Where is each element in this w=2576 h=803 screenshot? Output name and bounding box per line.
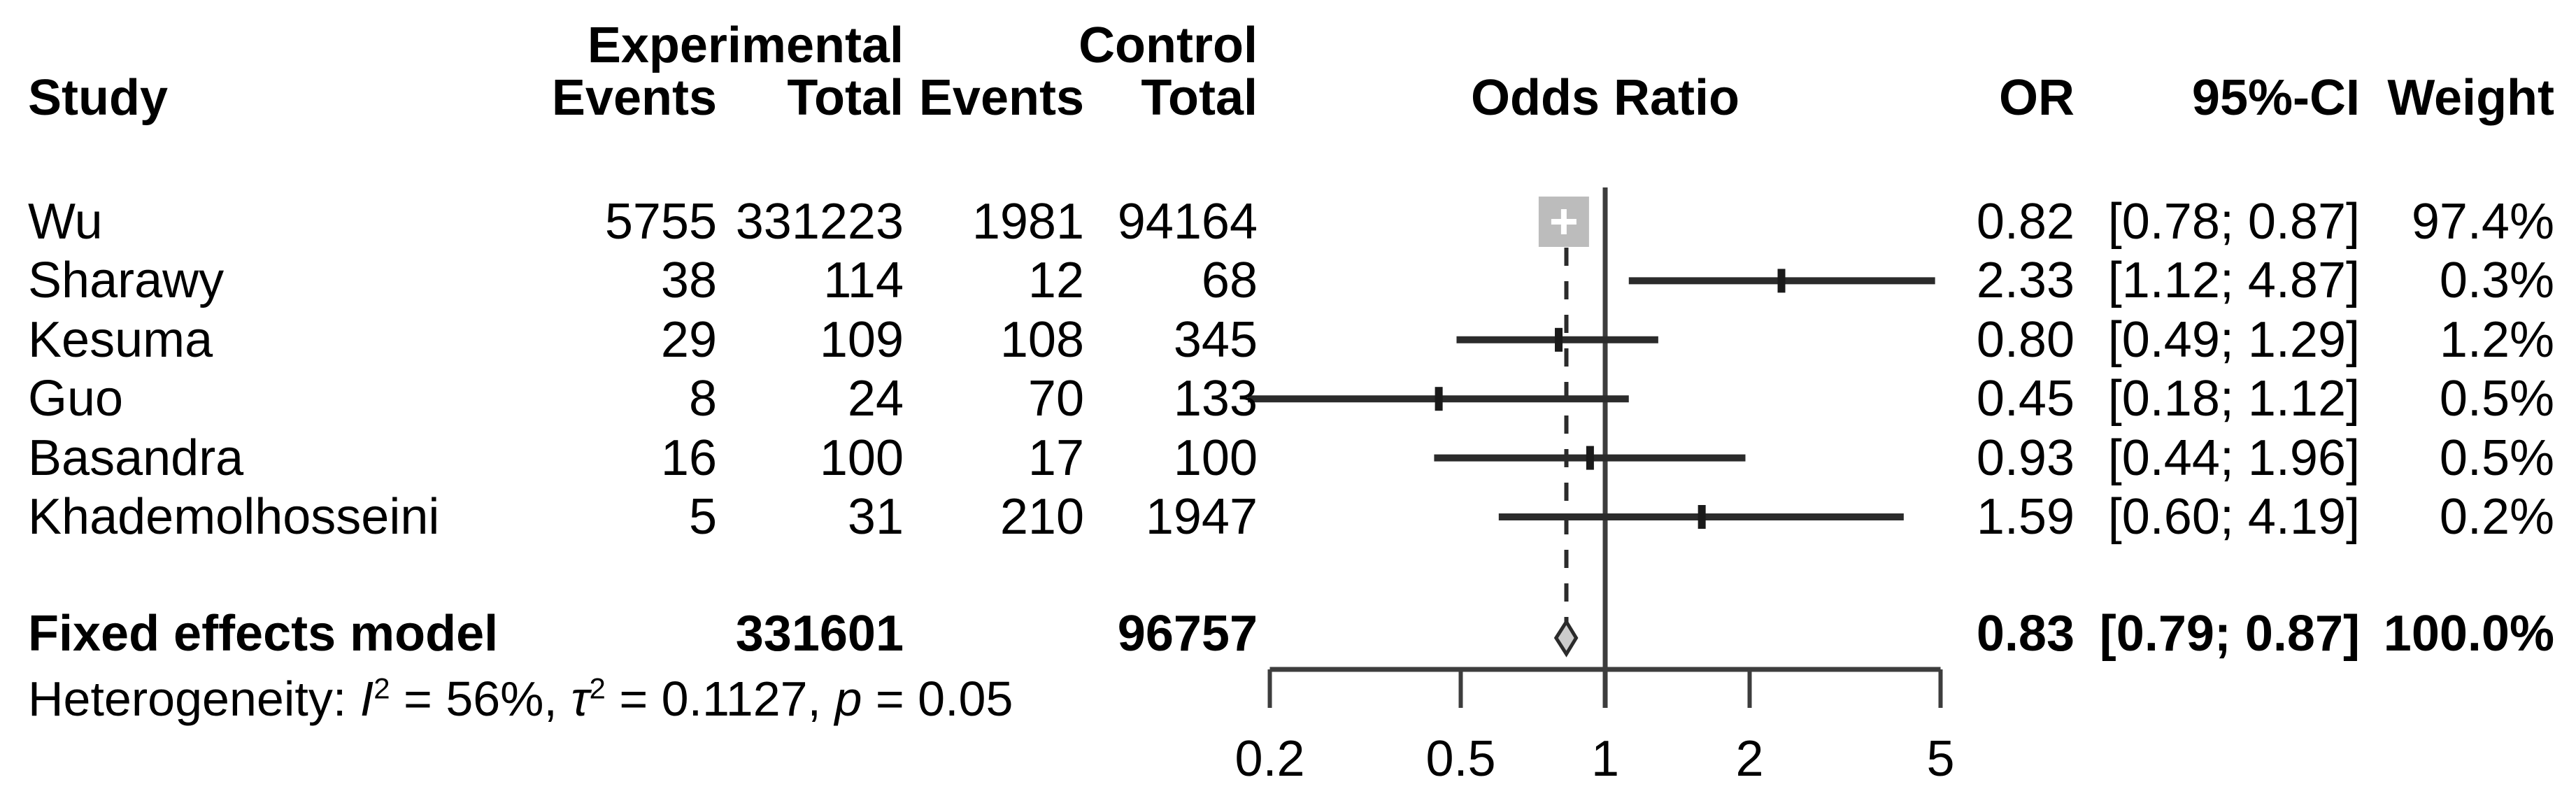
study-row-ci: [0.18; 1.12] <box>2107 371 2360 427</box>
summary-row-weight: 100.0% <box>2383 606 2554 662</box>
header-or: OR <box>1999 70 2075 126</box>
study-row-weight: 0.3% <box>2439 253 2554 309</box>
x-axis-tick-label: 1 <box>1591 731 1620 787</box>
study-row-exp_events: 5 <box>688 489 717 545</box>
x-axis-tick-label: 0.5 <box>1425 731 1496 787</box>
study-row-exp_total: 100 <box>819 429 904 486</box>
study-row-ci: [1.12; 4.87] <box>2107 253 2360 309</box>
point-marker-sharawy <box>1777 269 1786 293</box>
study-row-or: 0.45 <box>1976 371 2075 427</box>
point-marker-guo <box>1435 387 1443 411</box>
study-row-or: 0.82 <box>1976 194 2075 250</box>
p-value: = 0.05 <box>862 671 1013 726</box>
study-row-exp_events: 38 <box>660 253 717 309</box>
study-row-name: Wu <box>28 194 103 250</box>
study-row-name: Guo <box>28 371 124 427</box>
study-row-name: Khademolhosseini <box>28 489 440 545</box>
study-row-ctrl_total: 100 <box>1173 429 1258 486</box>
study-row-ctrl_total: 345 <box>1173 311 1258 368</box>
square-plus-v <box>1560 209 1567 234</box>
x-axis-tick-label: 0.2 <box>1234 731 1305 787</box>
tau-squared-value: = 0.1127, <box>605 671 835 726</box>
i-squared-value: = 56%, <box>390 671 571 726</box>
header-ctrl-events: Events <box>918 70 1084 126</box>
x-axis-tick-label: 5 <box>1926 731 1955 787</box>
study-row-ctrl_events: 108 <box>999 311 1084 368</box>
study-row-ci: [0.49; 1.29] <box>2107 311 2360 368</box>
study-row-ctrl_total: 133 <box>1173 371 1258 427</box>
study-row-exp_total: 109 <box>819 311 904 368</box>
study-row-name: Sharawy <box>28 253 225 309</box>
i-squared-symbol: I <box>360 671 374 726</box>
study-row-ctrl_events: 70 <box>1027 371 1084 427</box>
study-row-or: 2.33 <box>1976 253 2075 309</box>
header-exp-total: Total <box>787 70 904 126</box>
header-study: Study <box>28 70 169 126</box>
point-marker-kesuma <box>1555 327 1563 352</box>
study-row-ci: [0.44; 1.96] <box>2107 429 2360 486</box>
study-row-ctrl_events: 17 <box>1027 429 1084 486</box>
study-row-ci: [0.60; 4.19] <box>2107 489 2360 545</box>
summary-row-exp_total: 331601 <box>735 606 904 662</box>
study-row-or: 1.59 <box>1976 489 2075 545</box>
study-row-or: 0.80 <box>1976 311 2075 368</box>
study-row-exp_events: 5755 <box>604 194 717 250</box>
summary-row-ctrl_total: 96757 <box>1117 606 1258 662</box>
study-row-ctrl_total: 94164 <box>1117 194 1258 250</box>
study-row-ctrl_total: 1947 <box>1145 489 1258 545</box>
point-marker-basandra <box>1586 446 1594 470</box>
study-row-name: Kesuma <box>28 311 213 368</box>
study-row-weight: 1.2% <box>2439 311 2554 368</box>
study-row-ctrl_events: 12 <box>1027 253 1084 309</box>
study-row-weight: 97.4% <box>2411 194 2554 250</box>
study-row-ctrl_total: 68 <box>1201 253 1258 309</box>
tau-squared-symbol: τ <box>571 671 590 726</box>
i-squared-sup: 2 <box>373 671 390 705</box>
header-group-control: Control <box>1079 17 1258 73</box>
study-row-or: 0.93 <box>1976 429 2075 486</box>
study-row-exp_total: 31 <box>847 489 904 545</box>
p-symbol: p <box>834 671 862 726</box>
study-row-ctrl_events: 210 <box>999 489 1084 545</box>
study-row-exp_events: 29 <box>660 311 717 368</box>
study-row-exp_total: 114 <box>823 253 904 309</box>
heterogeneity-note: Heterogeneity: I2 = 56%, τ2 = 0.1127, p … <box>28 669 1707 728</box>
point-marker-khademolhosseini <box>1698 505 1706 529</box>
header-odds-ratio: Odds Ratio <box>1470 70 1739 126</box>
header-weight: Weight <box>2387 70 2554 126</box>
study-row-weight: 0.5% <box>2439 429 2554 486</box>
summary-row-ci: [0.79; 0.87] <box>2099 606 2360 662</box>
study-row-ctrl_events: 1981 <box>972 194 1084 250</box>
header-ctrl-total: Total <box>1141 70 1258 126</box>
tau-squared-sup: 2 <box>589 671 606 705</box>
study-row-exp_total: 24 <box>847 371 904 427</box>
heterogeneity-label: Heterogeneity: <box>28 671 360 726</box>
study-row-name: Basandra <box>28 429 244 486</box>
study-row-ci: [0.78; 0.87] <box>2107 194 2360 250</box>
summary-diamond <box>1553 618 1579 658</box>
summary-row-name: Fixed effects model <box>28 606 499 662</box>
header-ci: 95%-CI <box>2191 70 2360 126</box>
study-row-exp_events: 16 <box>660 429 717 486</box>
header-group-experimental: Experimental <box>587 17 904 73</box>
study-row-weight: 0.5% <box>2439 371 2554 427</box>
study-row-weight: 0.2% <box>2439 489 2554 545</box>
study-row-exp_total: 331223 <box>735 194 904 250</box>
summary-row-or: 0.83 <box>1976 606 2075 662</box>
study-row-exp_events: 8 <box>688 371 717 427</box>
x-axis-tick-label: 2 <box>1735 731 1764 787</box>
header-exp-events: Events <box>551 70 717 126</box>
